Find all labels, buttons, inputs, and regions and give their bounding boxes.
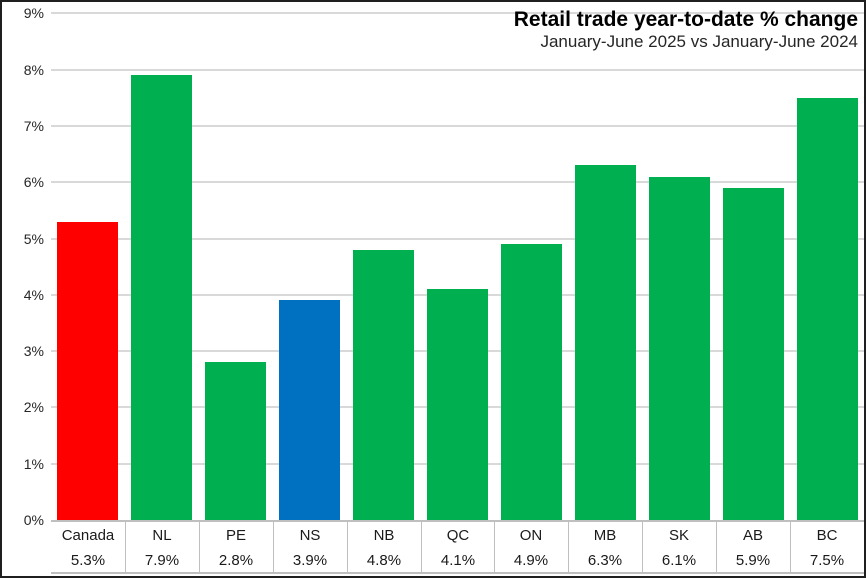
data-table-column-separator — [494, 520, 495, 572]
y-axis-label: 3% — [23, 343, 44, 359]
data-table-bottom-line — [51, 572, 864, 574]
data-table-column-separator — [199, 520, 200, 572]
category-label-nl: NL — [152, 527, 172, 544]
value-label-on: 4.9% — [513, 552, 549, 569]
gridline-5pct — [51, 238, 864, 240]
category-label-on: ON — [519, 527, 543, 544]
data-table-column-separator — [421, 520, 422, 572]
y-axis-label: 4% — [23, 287, 44, 303]
category-label-sk: SK — [668, 527, 689, 544]
y-axis-label: 6% — [23, 174, 44, 190]
value-label-nb: 4.8% — [366, 552, 402, 569]
bar-qc — [427, 289, 488, 520]
bar-on — [501, 244, 562, 520]
y-axis-label: 9% — [23, 5, 44, 21]
category-label-bc: BC — [816, 527, 838, 544]
chart-title: Retail trade year-to-date % change — [513, 8, 858, 31]
y-axis-label: 5% — [23, 231, 44, 247]
value-label-qc: 4.1% — [440, 552, 476, 569]
bar-mb — [575, 165, 636, 520]
category-axis-line — [51, 520, 864, 522]
data-table-column-separator — [125, 520, 126, 572]
bar-bc — [797, 98, 858, 520]
category-label-qc: QC — [446, 527, 470, 544]
category-label-canada: Canada — [61, 527, 115, 544]
chart-header: Retail trade year-to-date % change Janua… — [514, 7, 858, 52]
chart-subtitle: January-June 2025 vs January-June 2024 — [540, 32, 858, 52]
bar-sk — [649, 177, 710, 520]
bar-nl — [131, 75, 192, 520]
category-label-pe: PE — [225, 527, 246, 544]
data-table-column-separator — [568, 520, 569, 572]
bar-canada — [57, 222, 118, 520]
gridline-9pct — [51, 12, 864, 14]
bar-nb — [353, 250, 414, 520]
data-table-column-separator — [790, 520, 791, 572]
gridline-8pct — [51, 69, 864, 71]
value-label-ns: 3.9% — [292, 552, 328, 569]
value-label-pe: 2.8% — [218, 552, 254, 569]
data-table-column-separator — [642, 520, 643, 572]
y-axis-label: 0% — [23, 512, 44, 528]
gridline-6pct — [51, 181, 864, 183]
value-label-canada: 5.3% — [70, 552, 106, 569]
value-label-nl: 7.9% — [144, 552, 180, 569]
category-label-ab: AB — [742, 527, 763, 544]
gridline-7pct — [51, 125, 864, 127]
y-axis-label: 7% — [23, 118, 44, 134]
data-table-column-separator — [273, 520, 274, 572]
data-table-column-separator — [716, 520, 717, 572]
category-label-nb: NB — [373, 527, 395, 544]
category-label-ns: NS — [299, 527, 321, 544]
category-label-mb: MB — [593, 527, 617, 544]
bar-pe — [205, 362, 266, 520]
value-label-bc: 7.5% — [809, 552, 845, 569]
y-axis-label: 1% — [23, 456, 44, 472]
value-label-mb: 6.3% — [587, 552, 623, 569]
bar-ns — [279, 300, 340, 520]
value-label-sk: 6.1% — [661, 552, 697, 569]
y-axis-label: 8% — [23, 62, 44, 78]
value-label-ab: 5.9% — [735, 552, 771, 569]
data-table-column-separator — [347, 520, 348, 572]
y-axis-label: 2% — [23, 399, 44, 415]
bar-ab — [723, 188, 784, 520]
